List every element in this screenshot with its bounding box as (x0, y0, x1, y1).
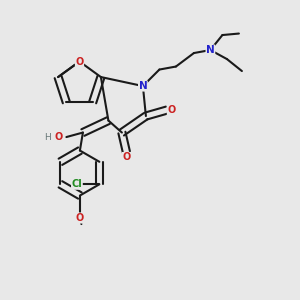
Text: H: H (44, 133, 51, 142)
Text: O: O (167, 105, 175, 115)
Text: N: N (206, 45, 215, 55)
Text: O: O (75, 56, 84, 67)
Text: O: O (55, 132, 63, 142)
Text: O: O (122, 152, 130, 162)
Text: O: O (76, 213, 84, 223)
Text: Cl: Cl (71, 179, 82, 189)
Text: N: N (139, 81, 147, 91)
